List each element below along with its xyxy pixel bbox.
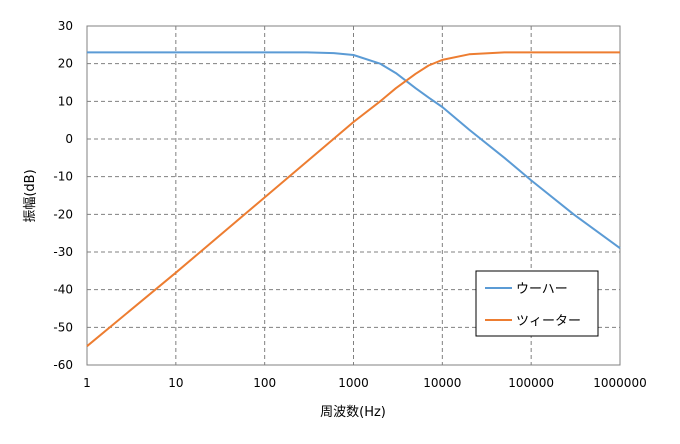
x-tick-labels: 1 10 100 1000 10000 100000 1000000 [83,376,647,390]
y-tick-label: -60 [53,358,73,372]
legend-box [475,270,599,337]
x-tick-label: 10000 [423,376,461,390]
x-tick-label: 1 [83,376,91,390]
y-tick-label: 0 [65,132,73,146]
plot-area [86,25,621,366]
y-tick-label: 30 [58,19,73,33]
x-axis-label: 周波数(Hz) [320,405,386,420]
x-tick-label: 1000000 [593,376,646,390]
legend-label-1: ウーハー [516,282,568,297]
y-tick-labels: 30 20 10 0 -10 -20 -30 -40 -50 -60 [53,19,73,372]
y-tick-label: 10 [58,94,73,108]
series-lines [86,51,621,347]
series-line-2 [86,51,620,347]
y-tick-label: -30 [53,245,73,259]
x-tick-label: 1000 [338,376,369,390]
y-axis-label: 振幅(dB) [23,169,38,222]
y-tick-label: -40 [53,283,73,297]
y-tick-label: -10 [53,170,73,184]
y-tick-label: 20 [58,57,73,71]
x-tick-label: 100000 [508,376,554,390]
x-tick-label: 10 [168,376,183,390]
y-tick-label: -50 [53,320,73,334]
x-tick-label: 100 [253,376,276,390]
legend-label-2: ツィーター [516,314,581,329]
y-tick-label: -20 [53,207,73,221]
